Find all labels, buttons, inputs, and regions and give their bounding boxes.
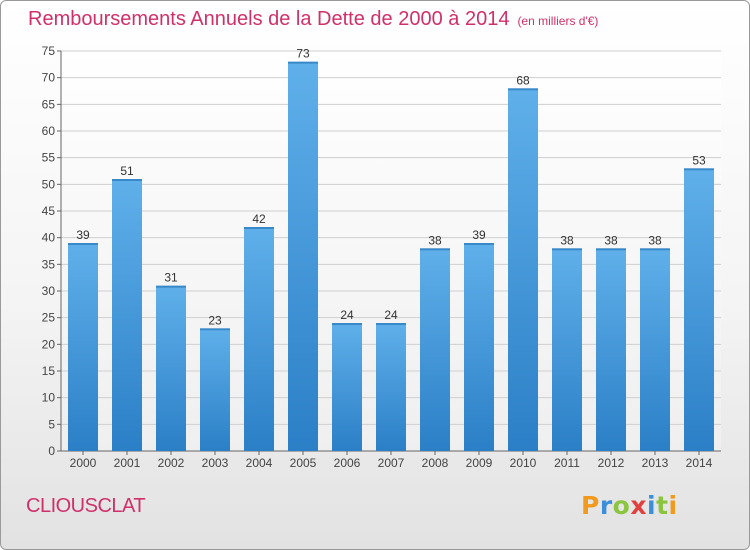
logo-letter: x [630, 491, 647, 520]
bar-top-edge [68, 243, 98, 245]
bar [508, 88, 538, 451]
bar-value-label: 38 [560, 233, 574, 247]
y-tick-label: 10 [42, 391, 56, 405]
x-tick-label: 2010 [510, 456, 537, 470]
logo-letter: i [668, 491, 678, 520]
bar-top-edge [420, 248, 450, 251]
logo-letter: i [647, 491, 657, 520]
x-tick-label: 2011 [554, 456, 580, 470]
bar [112, 179, 142, 451]
chart-title: Remboursements Annuels de la Dette de 20… [28, 8, 598, 31]
bar-top-edge [288, 61, 318, 64]
y-tick-label: 65 [42, 97, 56, 111]
y-tick-label: 50 [42, 177, 56, 191]
y-tick-label: 25 [42, 311, 56, 325]
proxiti-logo: Proxiti [581, 491, 678, 520]
bar-top-edge [508, 88, 538, 91]
bar-value-label: 24 [384, 308, 398, 322]
x-tick-label: 2009 [466, 456, 493, 470]
x-tick-label: 2001 [114, 456, 141, 470]
y-tick-label: 5 [48, 417, 55, 431]
y-tick-label: 30 [42, 284, 56, 298]
bar [552, 248, 582, 451]
bar-top-edge [112, 179, 142, 181]
bar-value-label: 24 [340, 308, 354, 322]
chart-title-text: Remboursements Annuels de la Dette de 20… [28, 8, 510, 30]
y-tick-label: 40 [42, 231, 56, 245]
chart-subtitle: (en milliers d'€) [517, 14, 599, 28]
bar-top-edge [464, 243, 494, 245]
bar-top-edge [332, 323, 362, 325]
x-tick-label: 2003 [202, 456, 229, 470]
bar [640, 248, 670, 451]
y-tick-label: 45 [42, 204, 56, 218]
bar-value-label: 53 [692, 153, 706, 167]
bar [596, 248, 626, 451]
x-tick-label: 2000 [70, 456, 97, 470]
logo-letter: t [656, 491, 669, 520]
bar-top-edge [596, 248, 626, 251]
bar [244, 227, 274, 451]
y-tick-label: 35 [42, 257, 56, 271]
y-tick-label: 20 [42, 337, 56, 351]
x-tick-label: 2014 [686, 456, 713, 470]
logo-letter: r [599, 491, 613, 520]
bar [68, 243, 98, 451]
bar-value-label: 39 [472, 228, 486, 242]
bar-value-label: 39 [76, 228, 90, 242]
bar [684, 168, 714, 452]
bar [332, 323, 362, 451]
x-tick-label: 2008 [422, 456, 449, 470]
bar-value-label: 68 [516, 73, 530, 87]
bar [156, 285, 186, 451]
bar-value-label: 38 [604, 233, 618, 247]
logo-letter: o [612, 491, 631, 520]
bar [376, 323, 406, 451]
bar [200, 328, 230, 451]
bar-top-edge [200, 328, 230, 331]
x-tick-label: 2005 [290, 456, 317, 470]
y-tick-label: 75 [42, 44, 56, 58]
y-tick-label: 70 [42, 71, 56, 85]
bar-value-label: 38 [428, 233, 442, 247]
bar-value-label: 42 [252, 212, 266, 226]
bar-top-edge [640, 248, 670, 251]
bar [420, 248, 450, 451]
x-tick-label: 2013 [642, 456, 669, 470]
bar-top-edge [684, 168, 714, 171]
x-tick-label: 2006 [334, 456, 361, 470]
bar-top-edge [244, 227, 274, 229]
y-tick-label: 15 [42, 364, 56, 378]
bar-value-label: 23 [208, 313, 222, 327]
y-tick-label: 55 [42, 151, 56, 165]
x-tick-label: 2012 [598, 456, 625, 470]
x-tick-label: 2002 [158, 456, 185, 470]
bar [288, 61, 318, 452]
y-tick-label: 60 [42, 124, 56, 138]
y-tick-label: 0 [48, 444, 55, 458]
commune-name: CLIOUSCLAT [26, 495, 146, 517]
x-tick-label: 2007 [378, 456, 405, 470]
x-tick-label: 2004 [246, 456, 273, 470]
bar-top-edge [552, 248, 582, 251]
bar-top-edge [376, 323, 406, 325]
bar-value-label: 38 [648, 233, 662, 247]
bar-top-edge [156, 285, 186, 288]
bar-value-label: 31 [164, 271, 178, 285]
bar-value-label: 51 [120, 164, 134, 178]
bar-value-label: 73 [296, 47, 310, 61]
logo-letter: P [581, 491, 600, 520]
bar [464, 243, 494, 451]
